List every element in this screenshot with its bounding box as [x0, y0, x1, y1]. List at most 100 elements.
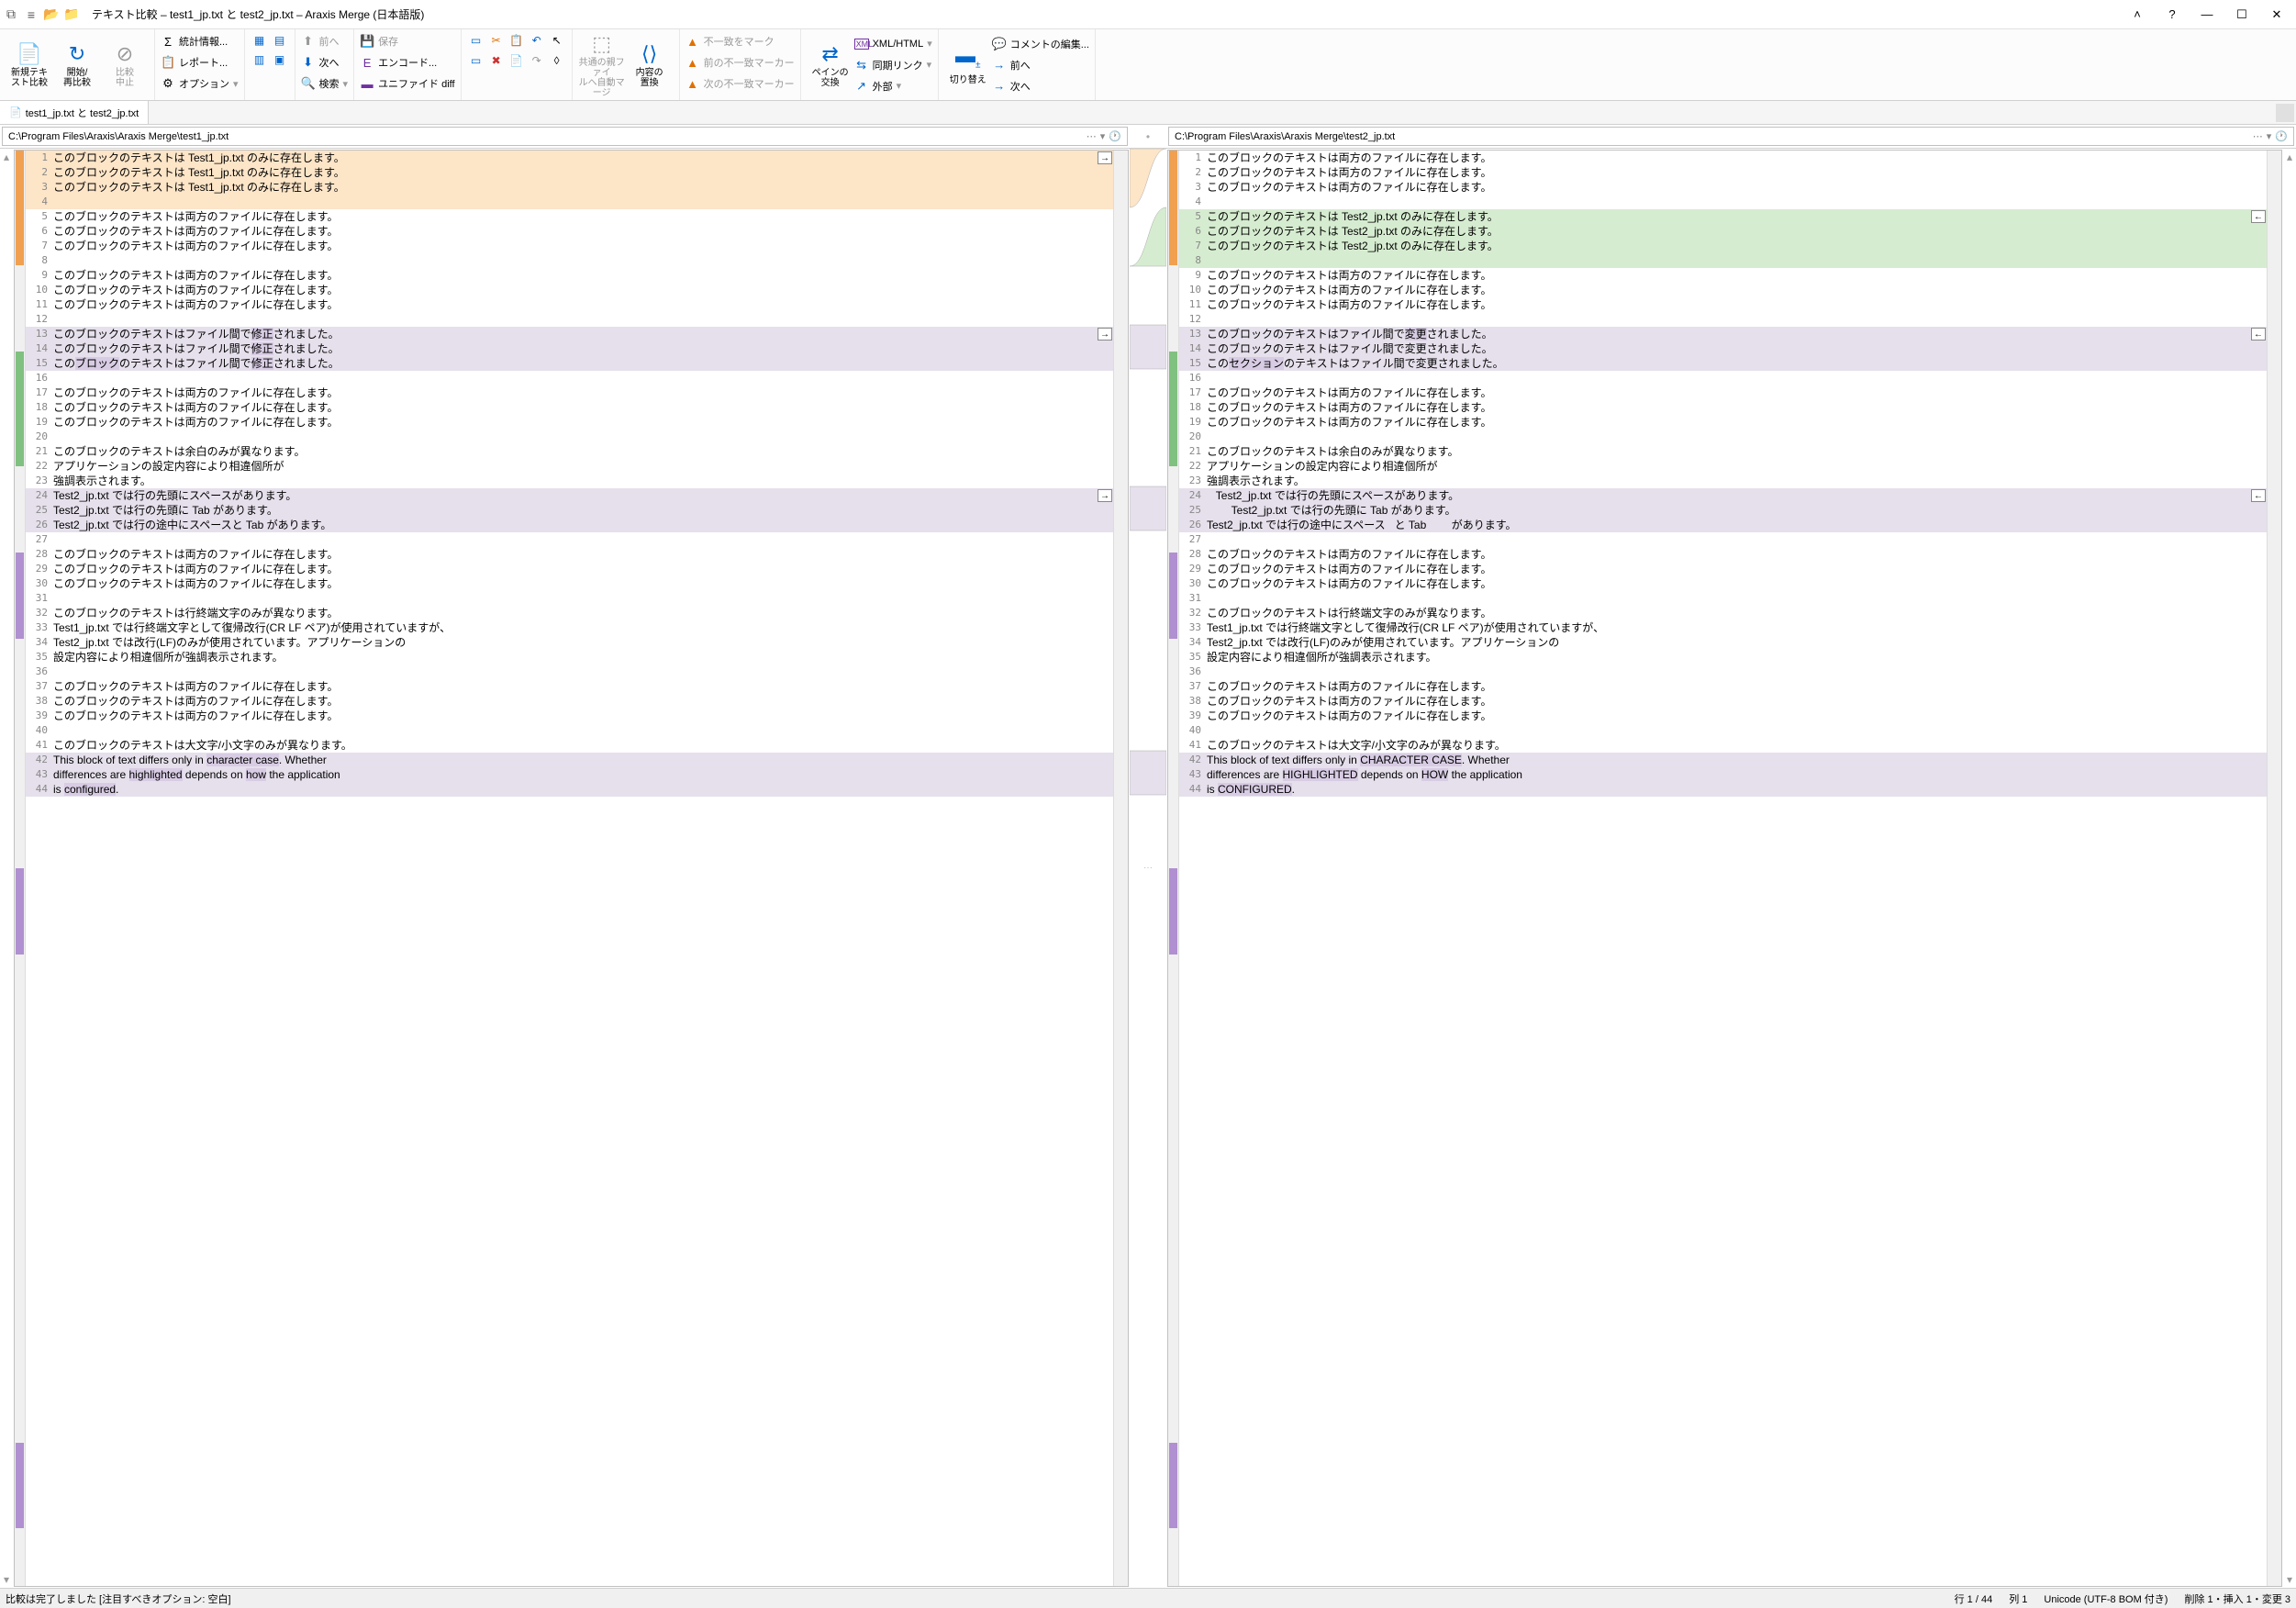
text-line[interactable]: 18このブロックのテキストは両方のファイルに存在します。	[26, 400, 1113, 415]
layout1-icon[interactable]: ▦	[251, 31, 269, 50]
text-line[interactable]: 40	[1179, 723, 2267, 738]
text-line[interactable]: 22アプリケーションの設定内容により相違個所が	[26, 459, 1113, 474]
text-line[interactable]: 16	[1179, 371, 2267, 385]
text-line[interactable]: 24 Test2_jp.txt では行の先頭にスペースがあります。	[1179, 488, 2267, 503]
overview-mark[interactable]	[16, 868, 24, 955]
text-line[interactable]: 36	[26, 664, 1113, 679]
text-line[interactable]: 17このブロックのテキストは両方のファイルに存在します。	[26, 385, 1113, 400]
text-line[interactable]: 25 Test2_jp.txt では行の先頭に Tab があります。	[1179, 503, 2267, 518]
text-line[interactable]: 1このブロックのテキストは Test1_jp.txt のみに存在します。	[26, 151, 1113, 165]
text-line[interactable]: 30このブロックのテキストは両方のファイルに存在します。	[1179, 576, 2267, 591]
text-line[interactable]: 36	[1179, 664, 2267, 679]
text-line[interactable]: 31	[26, 591, 1113, 606]
edit1-icon[interactable]: ▭	[467, 31, 485, 50]
overview-mark[interactable]	[16, 1443, 24, 1529]
path-dropdown-icon[interactable]: ▾	[2267, 130, 2272, 142]
tab-options-icon[interactable]	[2276, 104, 2294, 122]
text-line[interactable]: 23強調表示されます。	[1179, 474, 2267, 488]
scroll-up-icon[interactable]: ▴	[4, 151, 9, 163]
merge-arrow-button[interactable]: →	[1098, 489, 1112, 502]
text-line[interactable]: 33Test1_jp.txt では行終端文字として復帰改行(CR LF ペア)が…	[1179, 620, 2267, 635]
tab-compare[interactable]: 📄 test1_jp.txt と test2_jp.txt	[0, 101, 149, 124]
text-line[interactable]: 26Test2_jp.txt では行の途中にスペース と Tab があります。	[1179, 518, 2267, 532]
save-button[interactable]: 💾保存	[360, 31, 455, 51]
external-button[interactable]: ↗外部▾	[854, 76, 932, 96]
overview-mark[interactable]	[1169, 352, 1177, 466]
text-line[interactable]: 27	[26, 532, 1113, 547]
copy-icon[interactable]: 📋	[507, 31, 526, 50]
text-line[interactable]: 32このブロックのテキストは行終端文字のみが異なります。	[26, 606, 1113, 620]
right-overview[interactable]	[1168, 151, 1179, 1586]
start-button[interactable]: ↻開始/ 再比較	[53, 31, 101, 98]
text-line[interactable]: 43differences are HIGHLIGHTED depends on…	[1179, 767, 2267, 782]
path-history-icon[interactable]: 🕐	[2275, 130, 2288, 142]
text-line[interactable]: 23強調表示されます。	[26, 474, 1113, 488]
comment-next-button[interactable]: →次へ	[992, 76, 1089, 96]
report-button[interactable]: 📋レポート...	[161, 52, 239, 73]
text-line[interactable]: 13このブロックのテキストはファイル間で修正されました。	[26, 327, 1113, 341]
merge-arrow-button[interactable]: ←	[2251, 210, 2266, 223]
text-line[interactable]: 14このブロックのテキストはファイル間で修正されました。	[26, 341, 1113, 356]
text-line[interactable]: 44is configured.	[26, 782, 1113, 797]
text-line[interactable]: 11このブロックのテキストは両方のファイルに存在します。	[1179, 297, 2267, 312]
left-scrollbar[interactable]	[1113, 151, 1128, 1586]
text-line[interactable]: 32このブロックのテキストは行終端文字のみが異なります。	[1179, 606, 2267, 620]
text-line[interactable]: 28このブロックのテキストは両方のファイルに存在します。	[26, 547, 1113, 562]
new-compare-button[interactable]: 📄新規テキ スト比較	[6, 31, 53, 98]
text-line[interactable]: 42This block of text differs only in CHA…	[1179, 753, 2267, 767]
text-line[interactable]: 3このブロックのテキストは Test1_jp.txt のみに存在します。	[26, 180, 1113, 195]
merge-arrow-button[interactable]: ←	[2251, 328, 2266, 341]
text-line[interactable]: 7このブロックのテキストは両方のファイルに存在します。	[26, 239, 1113, 253]
left-path-input[interactable]: C:\Program Files\Araxis\Araxis Merge\tes…	[2, 127, 1128, 146]
next-diff-button[interactable]: ⬇次へ	[301, 52, 349, 73]
text-line[interactable]: 4	[26, 195, 1113, 209]
scroll-down-icon[interactable]: ▾	[2287, 1573, 2292, 1586]
text-line[interactable]: 42This block of text differs only in cha…	[26, 753, 1113, 767]
close-button[interactable]: ✕	[2261, 2, 2292, 28]
text-line[interactable]: 6このブロックのテキストは両方のファイルに存在します。	[26, 224, 1113, 239]
menu-icon[interactable]: ≡	[24, 7, 39, 22]
path-more-icon[interactable]: ⋯	[1087, 130, 1097, 142]
text-line[interactable]: 3このブロックのテキストは両方のファイルに存在します。	[1179, 180, 2267, 195]
text-line[interactable]: 19このブロックのテキストは両方のファイルに存在します。	[26, 415, 1113, 430]
text-line[interactable]: 26Test2_jp.txt では行の途中にスペースと Tab があります。	[26, 518, 1113, 532]
undo-icon[interactable]: ↶	[528, 31, 546, 50]
text-line[interactable]: 21このブロックのテキストは余白のみが異なります。	[1179, 444, 2267, 459]
text-line[interactable]: 11このブロックのテキストは両方のファイルに存在します。	[26, 297, 1113, 312]
stats-button[interactable]: Σ統計情報...	[161, 31, 239, 51]
edit2-icon[interactable]: ▭	[467, 51, 485, 70]
collapse-ribbon-icon[interactable]: ˄	[2122, 2, 2153, 28]
next-mark-button[interactable]: ▲次の不一致マーカー	[685, 73, 795, 94]
text-line[interactable]: 39このブロックのテキストは両方のファイルに存在します。	[1179, 709, 2267, 723]
text-line[interactable]: 24Test2_jp.txt では行の先頭にスペースがあります。	[26, 488, 1113, 503]
edit-comment-button[interactable]: 💬コメントの編集...	[992, 34, 1089, 54]
text-line[interactable]: 5このブロックのテキストは両方のファイルに存在します。	[26, 209, 1113, 224]
merge-arrow-button[interactable]: →	[1098, 151, 1112, 164]
text-line[interactable]: 4	[1179, 195, 2267, 209]
layout4-icon[interactable]: ▣	[271, 50, 289, 69]
merge-arrow-button[interactable]: →	[1098, 328, 1112, 341]
overview-mark[interactable]	[1169, 868, 1177, 955]
cursor-icon[interactable]: ↖	[548, 31, 566, 50]
text-line[interactable]: 30このブロックのテキストは両方のファイルに存在します。	[26, 576, 1113, 591]
overview-mark[interactable]	[1169, 151, 1177, 265]
swap-panes-button[interactable]: ⇄ペインの 交換	[807, 31, 854, 98]
text-line[interactable]: 16	[26, 371, 1113, 385]
text-line[interactable]: 28このブロックのテキストは両方のファイルに存在します。	[1179, 547, 2267, 562]
text-line[interactable]: 35設定内容により相違個所が強調表示されます。	[1179, 650, 2267, 664]
paste-icon[interactable]: 📄	[507, 51, 526, 70]
overview-mark[interactable]	[16, 352, 24, 466]
options-button[interactable]: ⚙オプション▾	[161, 73, 239, 94]
encode-button[interactable]: Eエンコード...	[360, 52, 455, 73]
text-line[interactable]: 18このブロックのテキストは両方のファイルに存在します。	[1179, 400, 2267, 415]
text-line[interactable]: 41このブロックのテキストは大文字/小文字のみが異なります。	[1179, 738, 2267, 753]
text-line[interactable]: 29このブロックのテキストは両方のファイルに存在します。	[1179, 562, 2267, 576]
prev-diff-button[interactable]: ⬆前へ	[301, 31, 349, 51]
text-line[interactable]: 9このブロックのテキストは両方のファイルに存在します。	[26, 268, 1113, 283]
text-line[interactable]: 8	[1179, 253, 2267, 268]
path-history-icon[interactable]: 🕐	[1109, 130, 1121, 142]
text-line[interactable]: 37このブロックのテキストは両方のファイルに存在します。	[1179, 679, 2267, 694]
text-line[interactable]: 8	[26, 253, 1113, 268]
text-line[interactable]: 25Test2_jp.txt では行の先頭に Tab があります。	[26, 503, 1113, 518]
text-line[interactable]: 2このブロックのテキストは Test1_jp.txt のみに存在します。	[26, 165, 1113, 180]
